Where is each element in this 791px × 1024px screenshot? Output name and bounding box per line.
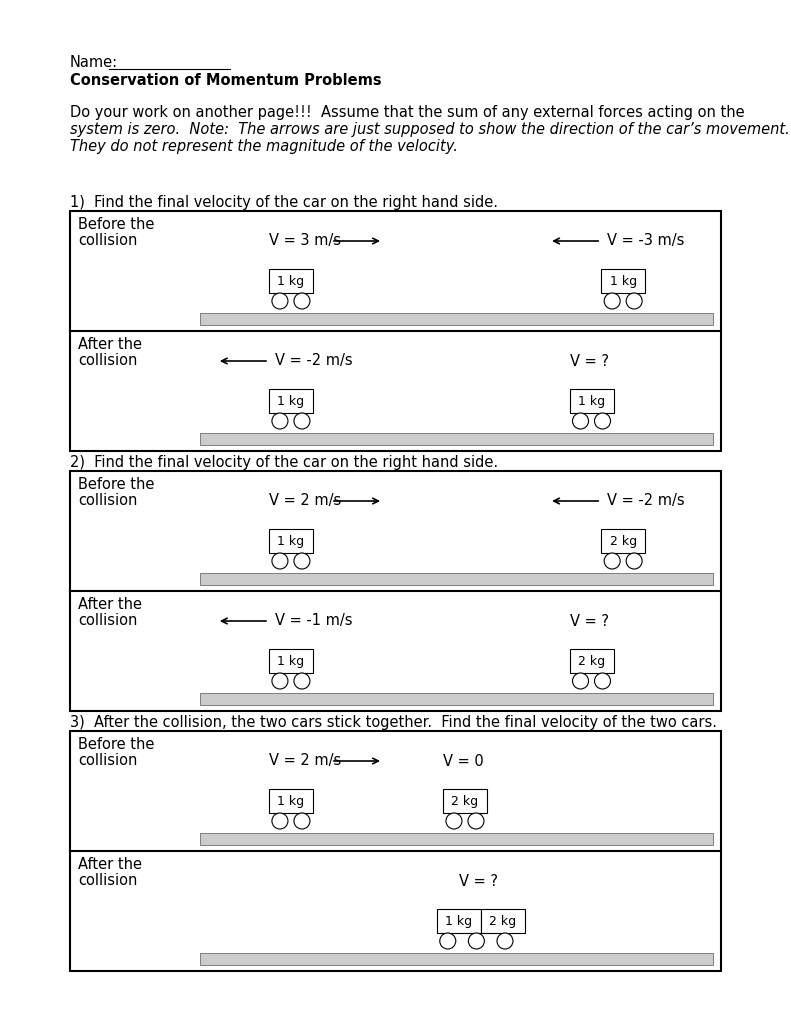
Text: After the: After the	[78, 337, 142, 352]
Text: V = 3 m/s: V = 3 m/s	[269, 233, 341, 249]
Text: V = 0: V = 0	[443, 754, 484, 768]
Text: Before the: Before the	[78, 217, 154, 232]
Bar	[601, 529, 645, 553]
Text: Name:: Name:	[70, 55, 118, 70]
Circle shape	[272, 813, 288, 829]
Text: 2 kg: 2 kg	[578, 654, 605, 668]
Bar	[269, 790, 313, 813]
Bar	[437, 909, 481, 933]
Text: V = -2 m/s: V = -2 m/s	[275, 353, 353, 369]
Text: collision: collision	[78, 613, 138, 628]
Bar	[70, 211, 721, 451]
Bar	[601, 269, 645, 293]
Text: V = -3 m/s: V = -3 m/s	[607, 233, 684, 249]
Text: 1 kg: 1 kg	[278, 535, 305, 548]
Circle shape	[595, 413, 611, 429]
Circle shape	[604, 553, 620, 569]
Circle shape	[294, 673, 310, 689]
Text: Before the: Before the	[78, 737, 154, 752]
Bar	[269, 529, 313, 553]
Circle shape	[626, 293, 642, 309]
Circle shape	[272, 293, 288, 309]
Text: After the: After the	[78, 597, 142, 612]
Text: collision: collision	[78, 233, 138, 248]
Circle shape	[573, 413, 589, 429]
Text: 2 kg: 2 kg	[610, 535, 637, 548]
Text: Conservation of Momentum Problems: Conservation of Momentum Problems	[70, 73, 381, 88]
Text: collision: collision	[78, 353, 138, 368]
Bar	[200, 573, 713, 585]
Bar	[200, 433, 713, 445]
Circle shape	[440, 933, 456, 949]
Text: 2)  Find the final velocity of the car on the right hand side.: 2) Find the final velocity of the car on…	[70, 455, 498, 470]
Bar	[269, 649, 313, 673]
Circle shape	[272, 673, 288, 689]
Text: 1 kg: 1 kg	[578, 394, 605, 408]
Bar	[570, 649, 614, 673]
Text: collision: collision	[78, 493, 138, 508]
Circle shape	[294, 813, 310, 829]
Text: collision: collision	[78, 873, 138, 888]
Text: They do not represent the magnitude of the velocity.: They do not represent the magnitude of t…	[70, 139, 458, 154]
Text: V = 2 m/s: V = 2 m/s	[269, 754, 341, 768]
Text: V = -1 m/s: V = -1 m/s	[275, 613, 353, 629]
Text: 1 kg: 1 kg	[278, 654, 305, 668]
Text: 1 kg: 1 kg	[278, 795, 305, 808]
Text: collision: collision	[78, 753, 138, 768]
Bar	[70, 471, 721, 711]
Text: 2 kg: 2 kg	[452, 795, 479, 808]
Text: 3)  After the collision, the two cars stick together.  Find the final velocity o: 3) After the collision, the two cars sti…	[70, 715, 717, 730]
Bar	[481, 909, 524, 933]
Bar	[570, 389, 614, 413]
Circle shape	[272, 413, 288, 429]
Bar	[200, 953, 713, 965]
Text: 1 kg: 1 kg	[278, 394, 305, 408]
Circle shape	[294, 553, 310, 569]
Circle shape	[626, 553, 642, 569]
Circle shape	[294, 293, 310, 309]
Text: V = ?: V = ?	[570, 613, 608, 629]
Bar	[70, 731, 721, 971]
Text: V = 2 m/s: V = 2 m/s	[269, 494, 341, 509]
Text: 1 kg: 1 kg	[445, 914, 472, 928]
Text: Before the: Before the	[78, 477, 154, 492]
Text: After the: After the	[78, 857, 142, 872]
Text: 1)  Find the final velocity of the car on the right hand side.: 1) Find the final velocity of the car on…	[70, 195, 498, 210]
Circle shape	[595, 673, 611, 689]
Text: Do your work on another page!!!  Assume that the sum of any external forces acti: Do your work on another page!!! Assume t…	[70, 105, 744, 120]
Bar	[443, 790, 487, 813]
Bar	[200, 313, 713, 325]
Text: 1 kg: 1 kg	[278, 274, 305, 288]
Circle shape	[294, 413, 310, 429]
Circle shape	[573, 673, 589, 689]
Text: system is zero.  Note:  The arrows are just supposed to show the direction of th: system is zero. Note: The arrows are jus…	[70, 122, 789, 137]
Text: 1 kg: 1 kg	[610, 274, 637, 288]
Text: V = -2 m/s: V = -2 m/s	[607, 494, 685, 509]
Bar	[200, 693, 713, 705]
Circle shape	[604, 293, 620, 309]
Circle shape	[468, 933, 484, 949]
Bar	[269, 389, 313, 413]
Circle shape	[497, 933, 513, 949]
Bar	[269, 269, 313, 293]
Text: 2 kg: 2 kg	[489, 914, 517, 928]
Circle shape	[446, 813, 462, 829]
Circle shape	[468, 813, 484, 829]
Text: V = ?: V = ?	[570, 353, 608, 369]
Bar	[200, 833, 713, 845]
Circle shape	[272, 553, 288, 569]
Text: V = ?: V = ?	[459, 873, 498, 889]
